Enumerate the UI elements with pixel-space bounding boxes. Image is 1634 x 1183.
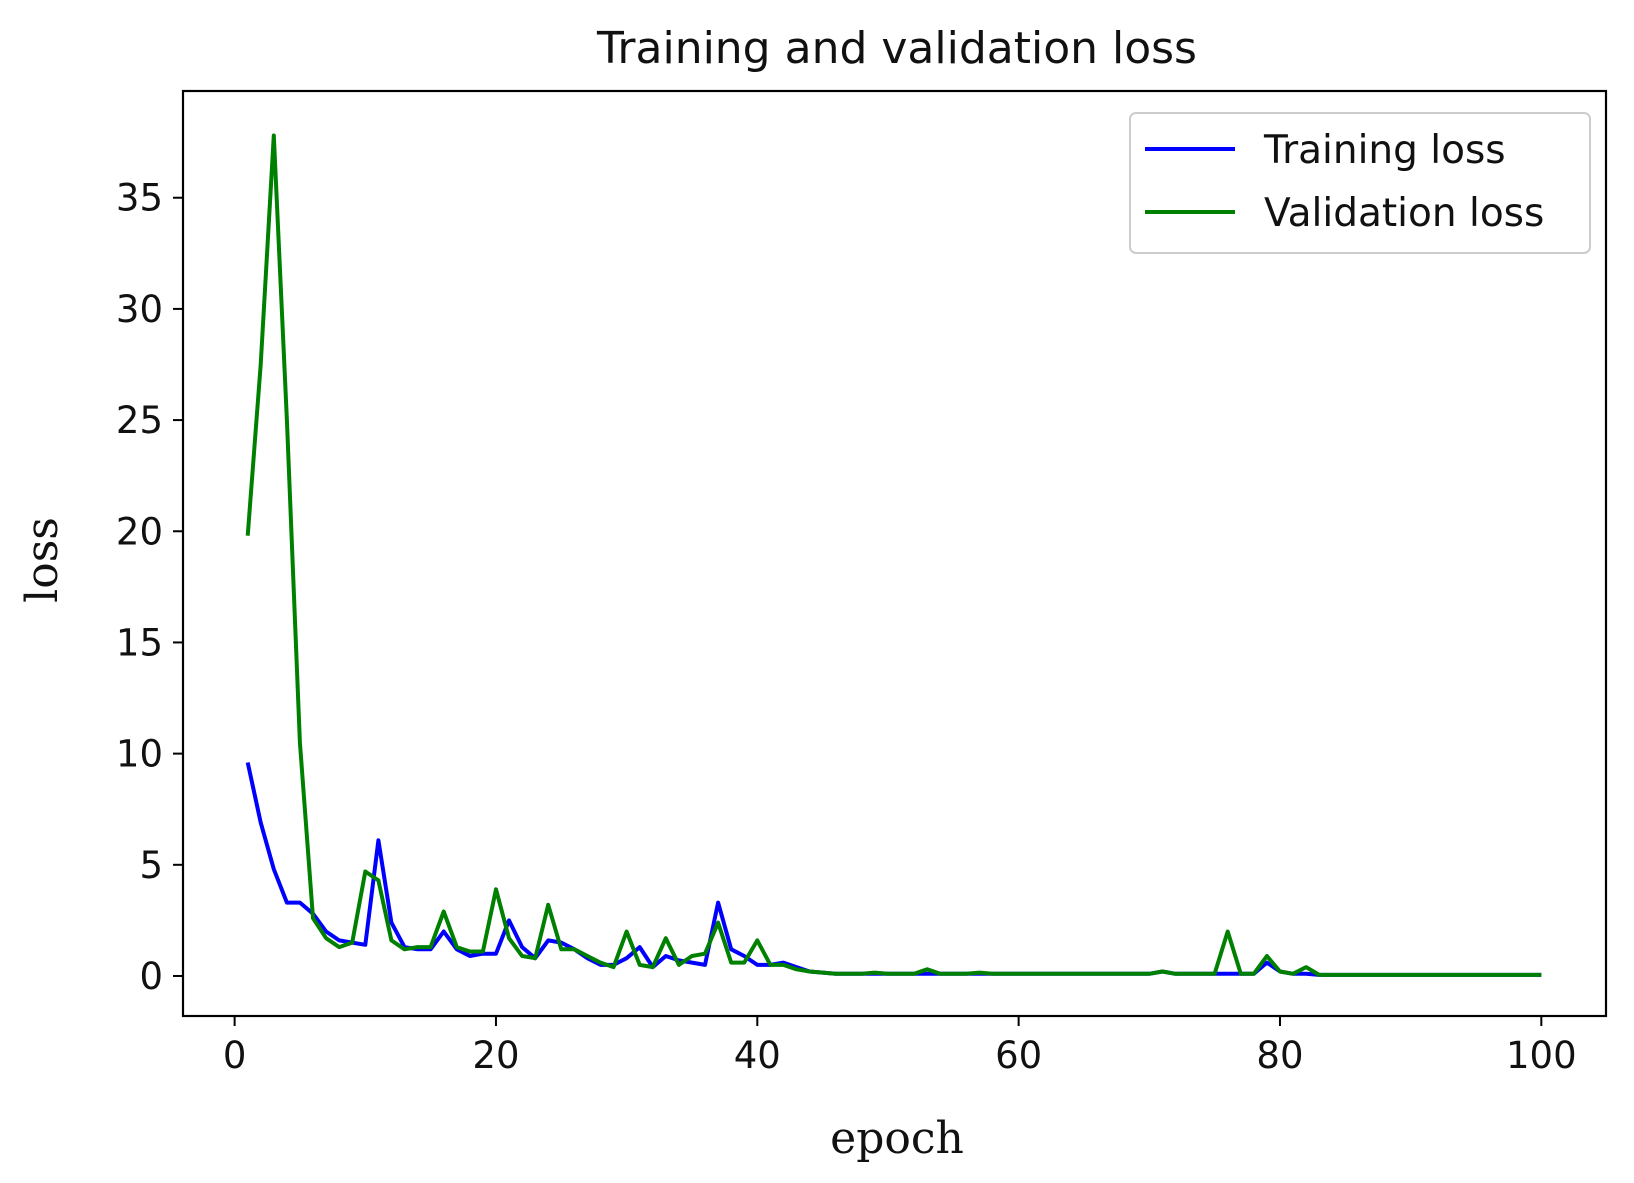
chart-title: Training and validation loss xyxy=(596,23,1197,74)
y-tick-label: 30 xyxy=(116,288,163,331)
legend-label-validation: Validation loss xyxy=(1264,191,1544,236)
y-tick-label: 20 xyxy=(116,510,163,553)
x-tick-label: 0 xyxy=(223,1034,247,1077)
y-axis: 0 5 10 15 20 25 30 35 xyxy=(116,177,183,998)
series-line-validation-loss xyxy=(245,133,1542,977)
series-lines xyxy=(245,133,1542,977)
plot-area: 0 20 40 60 80 100 0 5 10 15 20 25 30 35 xyxy=(116,89,1608,1077)
legend: Training loss Validation loss xyxy=(1129,112,1591,254)
y-tick-label: 5 xyxy=(139,844,163,887)
x-axis-label: epoch xyxy=(830,1113,964,1164)
legend-box xyxy=(1129,112,1591,254)
x-tick-label: 40 xyxy=(734,1034,781,1077)
y-tick-label: 35 xyxy=(116,177,163,220)
y-tick-label: 0 xyxy=(139,955,163,998)
y-tick-label: 10 xyxy=(116,733,163,776)
x-axis: 0 20 40 60 80 100 xyxy=(223,1016,1577,1077)
x-tick-label: 60 xyxy=(995,1034,1042,1077)
plot-frame xyxy=(181,89,1608,1018)
y-tick-label: 15 xyxy=(116,621,163,664)
x-tick-label: 100 xyxy=(1506,1034,1577,1077)
x-tick-label: 80 xyxy=(1256,1034,1303,1077)
y-tick-label: 25 xyxy=(116,399,163,442)
legend-label-training: Training loss xyxy=(1263,128,1506,173)
x-tick-label: 20 xyxy=(472,1034,519,1077)
y-axis-label: loss xyxy=(17,517,68,603)
